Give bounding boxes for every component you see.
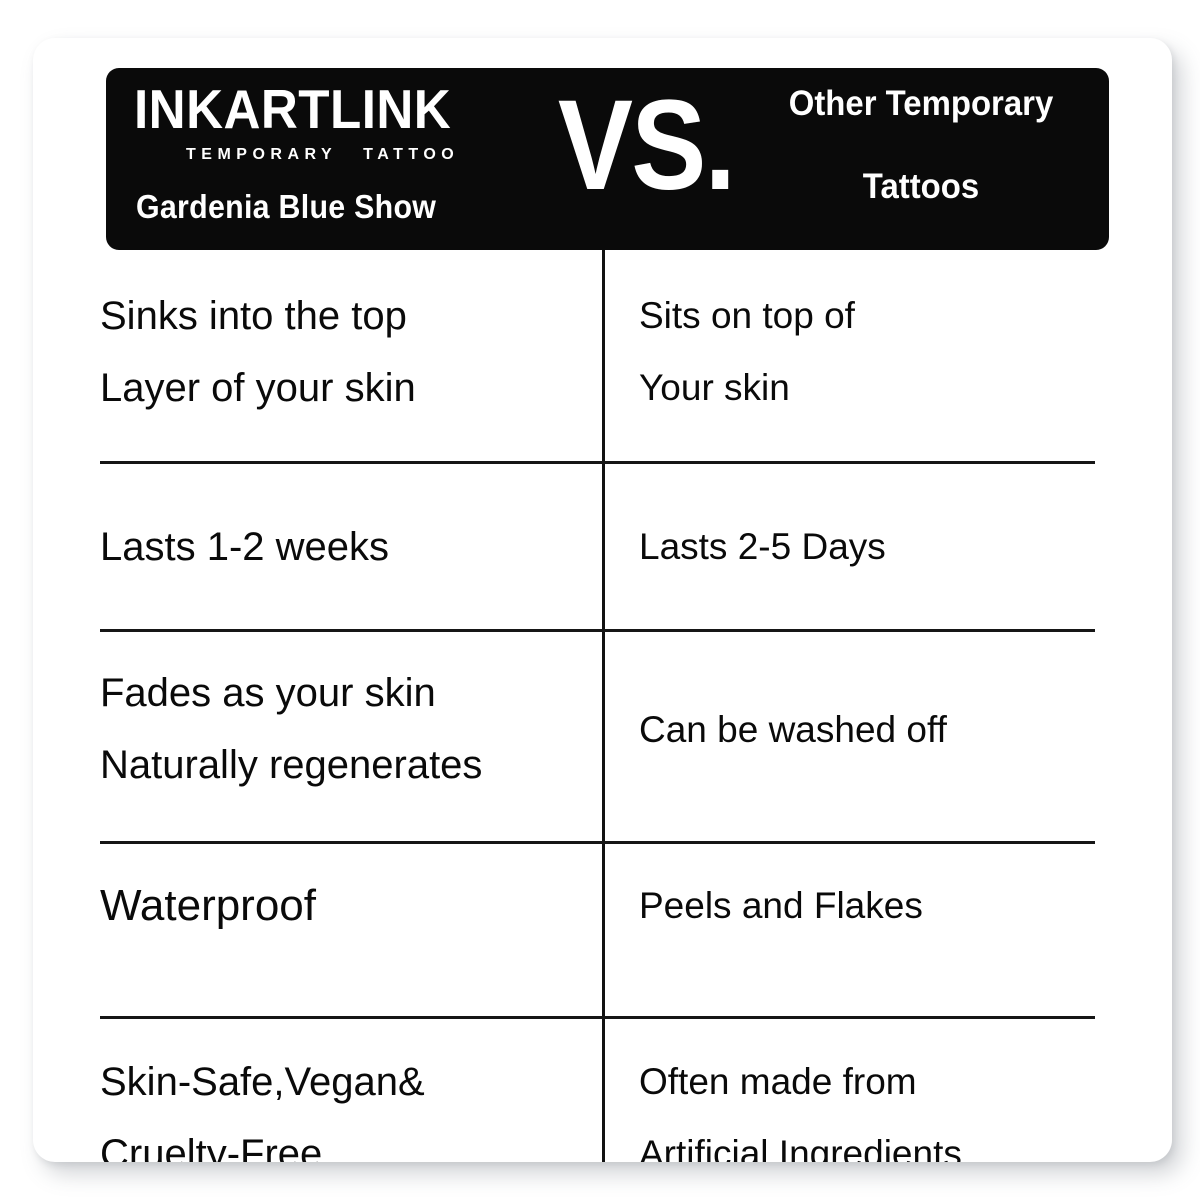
- row-5-ours-line-2: Cruelty-Free: [100, 1132, 323, 1162]
- brand-tagline-tattoo: TATTOO: [363, 146, 460, 163]
- header-bar: INKARTLINK TEMPORARY TATTOO Gardenia Blue…: [106, 68, 1109, 250]
- vs-label: VS.: [557, 74, 736, 217]
- table-row-3-ours: Fades as your skin Naturally regenerates: [100, 657, 595, 801]
- table-row-5-theirs: Often made from Artificial Ingredients: [639, 1046, 1109, 1162]
- row-1-ours-line-1: Sinks into the top: [100, 294, 407, 338]
- table-row-2-ours: Lasts 1-2 weeks: [100, 511, 595, 583]
- row-5-theirs-line-2: Artificial Ingredients: [639, 1133, 962, 1162]
- row-5-theirs-line-1: Often made from: [639, 1061, 917, 1102]
- row-2-theirs-line-1: Lasts 2-5 Days: [639, 526, 886, 567]
- brand-block: INKARTLINK TEMPORARY TATTOO Gardenia Blue…: [134, 82, 524, 226]
- row-1-theirs-line-2: Your skin: [639, 367, 790, 408]
- table-row-1-ours: Sinks into the top Layer of your skin: [100, 280, 595, 424]
- competitor-line-2: Tattoos: [862, 167, 980, 206]
- competitor-block: Other Temporary Tattoos: [757, 86, 1086, 204]
- row-4-ours-line-1: Waterproof: [100, 881, 317, 930]
- vertical-divider: [602, 250, 605, 1162]
- row-4-theirs-line-1: Peels and Flakes: [639, 885, 923, 926]
- comparison-table: Sinks into the top Layer of your skin Si…: [33, 250, 1172, 1162]
- row-3-ours-line-1: Fades as your skin: [100, 671, 436, 715]
- table-row-4-theirs: Peels and Flakes: [639, 870, 1109, 942]
- table-row-1-theirs: Sits on top of Your skin: [639, 280, 1109, 424]
- table-row-3-theirs: Can be washed off: [639, 694, 1109, 766]
- row-divider-2: [100, 629, 1095, 632]
- table-row-4-ours: Waterproof: [100, 870, 595, 942]
- row-2-ours-line-1: Lasts 1-2 weeks: [100, 525, 390, 569]
- row-3-ours-line-2: Naturally regenerates: [100, 743, 483, 787]
- row-5-ours-line-1: Skin-Safe,Vegan&: [100, 1060, 425, 1104]
- comparison-card: INKARTLINK TEMPORARY TATTOO Gardenia Blue…: [33, 38, 1172, 1162]
- row-divider-3: [100, 841, 1095, 844]
- row-1-ours-line-2: Layer of your skin: [100, 366, 416, 410]
- brand-product-name: Gardenia Blue Show: [136, 188, 437, 225]
- brand-name: INKARTLINK: [134, 78, 452, 140]
- brand-tagline-temporary: TEMPORARY: [186, 146, 338, 163]
- row-divider-1: [100, 461, 1095, 464]
- row-1-theirs-line-1: Sits on top of: [639, 295, 855, 336]
- row-divider-4: [100, 1016, 1095, 1019]
- brand-tagline: TEMPORARY TATTOO: [186, 146, 524, 164]
- table-row-2-theirs: Lasts 2-5 Days: [639, 511, 1109, 583]
- competitor-line-1: Other Temporary: [788, 84, 1054, 123]
- table-row-5-ours: Skin-Safe,Vegan& Cruelty-Free: [100, 1046, 595, 1162]
- row-3-theirs-line-1: Can be washed off: [639, 709, 947, 750]
